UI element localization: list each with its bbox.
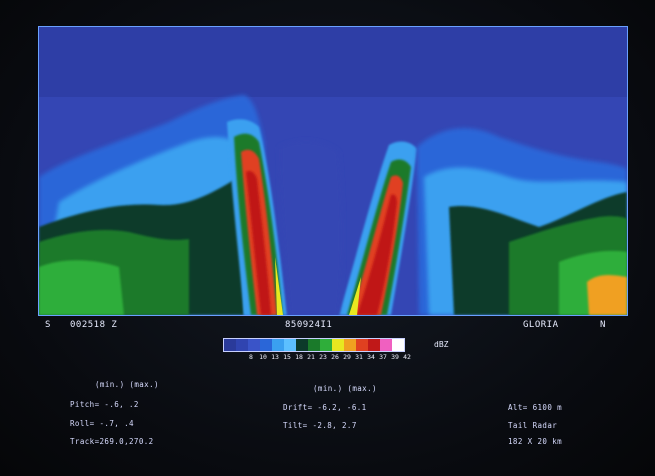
direction-north-label: N [600,320,606,330]
scale-swatch [248,339,260,351]
track-readout: Track=269.0,270.2 [70,437,154,446]
scale-swatch [284,339,296,351]
scale-tick-label: 42 [403,353,411,361]
pitch-readout: Pitch= -.6, .2 [70,400,139,409]
scale-tick-label: 15 [283,353,291,361]
scale-tick-label: 23 [319,353,327,361]
scale-tick-label: 31 [355,353,363,361]
time-label: 002518 Z [70,320,118,330]
scale-swatch [392,339,404,351]
radar-cross-section-plot [38,26,628,316]
scale-swatch [224,339,236,351]
scale-tick-label: 34 [367,353,375,361]
tilt-readout: Tilt= -2.8, 2.7 [283,421,357,430]
scale-tick-label: 39 [391,353,399,361]
direction-south-label: S [45,320,51,330]
reflectivity-image [39,27,627,315]
scale-tick-label: 13 [271,353,279,361]
flight-id-label: 850924I1 [285,320,333,330]
mid-minmax-header: (min.) (max.) [313,384,377,393]
scale-swatch [332,339,344,351]
drift-readout: Drift= -6.2, -6.1 [283,403,367,412]
scale-tick-label: 10 [259,353,267,361]
scale-tick-label: 21 [307,353,315,361]
dbz-color-scale [223,338,405,352]
range-readout: 182 X 20 km [508,437,563,446]
roll-readout: Roll= -.7, .4 [70,419,134,428]
scale-swatch [308,339,320,351]
scale-tick-label: 29 [343,353,351,361]
scale-swatch [236,339,248,351]
scale-swatch [320,339,332,351]
scale-swatch [356,339,368,351]
scale-swatch [296,339,308,351]
radar-type-readout: Tail Radar [508,421,558,430]
scale-swatch [368,339,380,351]
scale-swatch [380,339,392,351]
scale-swatch [260,339,272,351]
scale-tick-label: 18 [295,353,303,361]
scale-swatch [344,339,356,351]
scale-unit-label: dBZ [434,340,449,349]
scale-tick-label: 37 [379,353,387,361]
scale-tick-label: 8 [249,353,253,361]
altitude-readout: Alt= 6100 m [508,403,563,412]
storm-name-label: GLORIA [523,320,559,330]
left-minmax-header: (min.) (max.) [95,380,159,389]
scale-tick-label: 26 [331,353,339,361]
scale-swatch [272,339,284,351]
scale-tick-labels: 8 10 13 15 18 21 23 26 29 31 34 37 39 42 [245,353,413,361]
